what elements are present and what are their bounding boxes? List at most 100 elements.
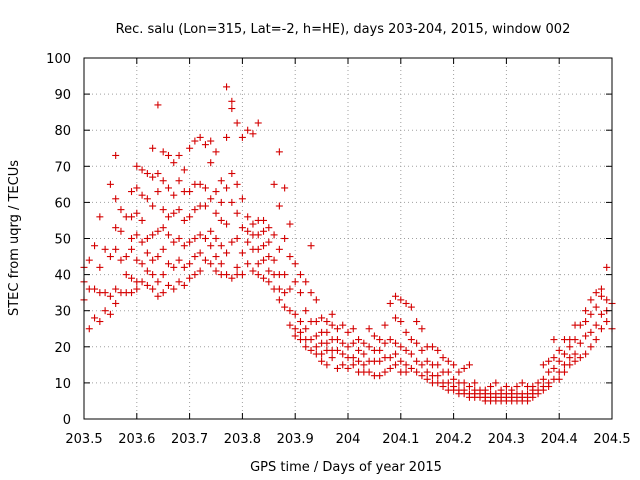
data-point — [238, 271, 246, 279]
data-point — [128, 245, 136, 253]
data-point — [302, 307, 310, 315]
data-point — [149, 231, 157, 239]
data-point — [238, 224, 246, 232]
data-point — [576, 339, 584, 347]
data-point — [582, 318, 590, 326]
y-tick-label: 100 — [46, 52, 71, 67]
data-point — [571, 336, 579, 344]
data-point — [201, 256, 209, 264]
data-point — [217, 242, 225, 250]
data-point — [233, 119, 241, 127]
data-point — [223, 249, 231, 257]
x-axis-label: GPS time / Days of year 2015 — [250, 460, 442, 475]
data-point — [381, 368, 389, 376]
data-point — [460, 364, 468, 372]
data-point — [143, 267, 151, 275]
data-point — [265, 253, 273, 261]
data-point — [381, 321, 389, 329]
data-point — [386, 299, 394, 307]
data-point — [112, 285, 120, 293]
data-point — [265, 238, 273, 246]
data-point — [397, 343, 405, 351]
data-point — [254, 271, 262, 279]
data-point — [212, 235, 220, 242]
data-point — [265, 267, 273, 275]
data-point — [423, 375, 431, 383]
x-tick-label: 203.7 — [171, 432, 208, 447]
data-point — [318, 314, 326, 322]
data-point — [170, 285, 178, 293]
data-point — [133, 209, 141, 217]
data-point — [407, 336, 415, 344]
data-point — [96, 263, 104, 271]
data-point — [392, 292, 400, 300]
data-point — [444, 379, 452, 387]
data-point — [180, 216, 188, 224]
data-point — [545, 383, 553, 391]
y-tick-label: 30 — [54, 305, 71, 320]
data-point — [603, 296, 611, 304]
data-point — [244, 238, 252, 246]
y-tick-label: 0 — [63, 413, 71, 428]
data-point — [545, 368, 553, 376]
data-point — [397, 296, 405, 304]
data-point — [254, 245, 262, 253]
data-point — [275, 285, 283, 293]
data-point — [170, 191, 178, 199]
data-point — [333, 325, 341, 333]
data-point — [576, 354, 584, 362]
data-point — [413, 368, 421, 376]
data-point — [244, 213, 252, 221]
data-point — [592, 289, 600, 297]
data-point — [196, 267, 204, 275]
data-point — [149, 202, 157, 210]
data-point — [238, 249, 246, 257]
data-point — [302, 278, 310, 286]
data-point — [164, 260, 172, 268]
x-tick-label: 204.4 — [541, 432, 578, 447]
data-point — [286, 307, 294, 315]
data-point — [550, 354, 558, 362]
data-point — [418, 361, 426, 369]
data-point — [555, 375, 563, 383]
data-point — [117, 206, 125, 214]
data-point — [397, 357, 405, 365]
data-point — [128, 289, 136, 297]
data-point — [260, 274, 268, 282]
data-point — [85, 256, 93, 264]
data-point — [381, 339, 389, 347]
data-point — [296, 271, 304, 279]
data-point — [159, 289, 167, 297]
data-point — [582, 332, 590, 340]
data-point — [191, 271, 199, 279]
data-point — [138, 191, 146, 199]
data-point — [112, 299, 120, 307]
data-point — [201, 202, 209, 210]
data-point — [291, 310, 299, 318]
data-point — [312, 318, 320, 326]
data-point — [217, 260, 225, 268]
data-point — [360, 350, 368, 358]
data-point — [370, 332, 378, 340]
data-point — [175, 206, 183, 214]
data-point — [149, 144, 157, 152]
data-point — [524, 397, 532, 405]
data-point — [349, 339, 357, 347]
data-point — [423, 357, 431, 365]
data-point — [238, 133, 246, 141]
data-point — [281, 271, 289, 279]
data-point — [518, 379, 526, 387]
data-point — [138, 166, 146, 174]
data-point — [233, 209, 241, 217]
data-point — [402, 328, 410, 336]
data-point — [275, 202, 283, 210]
data-point — [555, 357, 563, 365]
data-point — [339, 339, 347, 347]
data-point — [138, 216, 146, 224]
data-point — [260, 242, 268, 250]
data-point — [133, 285, 141, 293]
data-point — [587, 310, 595, 318]
data-point — [307, 242, 315, 250]
data-point — [444, 368, 452, 376]
data-point — [133, 256, 141, 264]
